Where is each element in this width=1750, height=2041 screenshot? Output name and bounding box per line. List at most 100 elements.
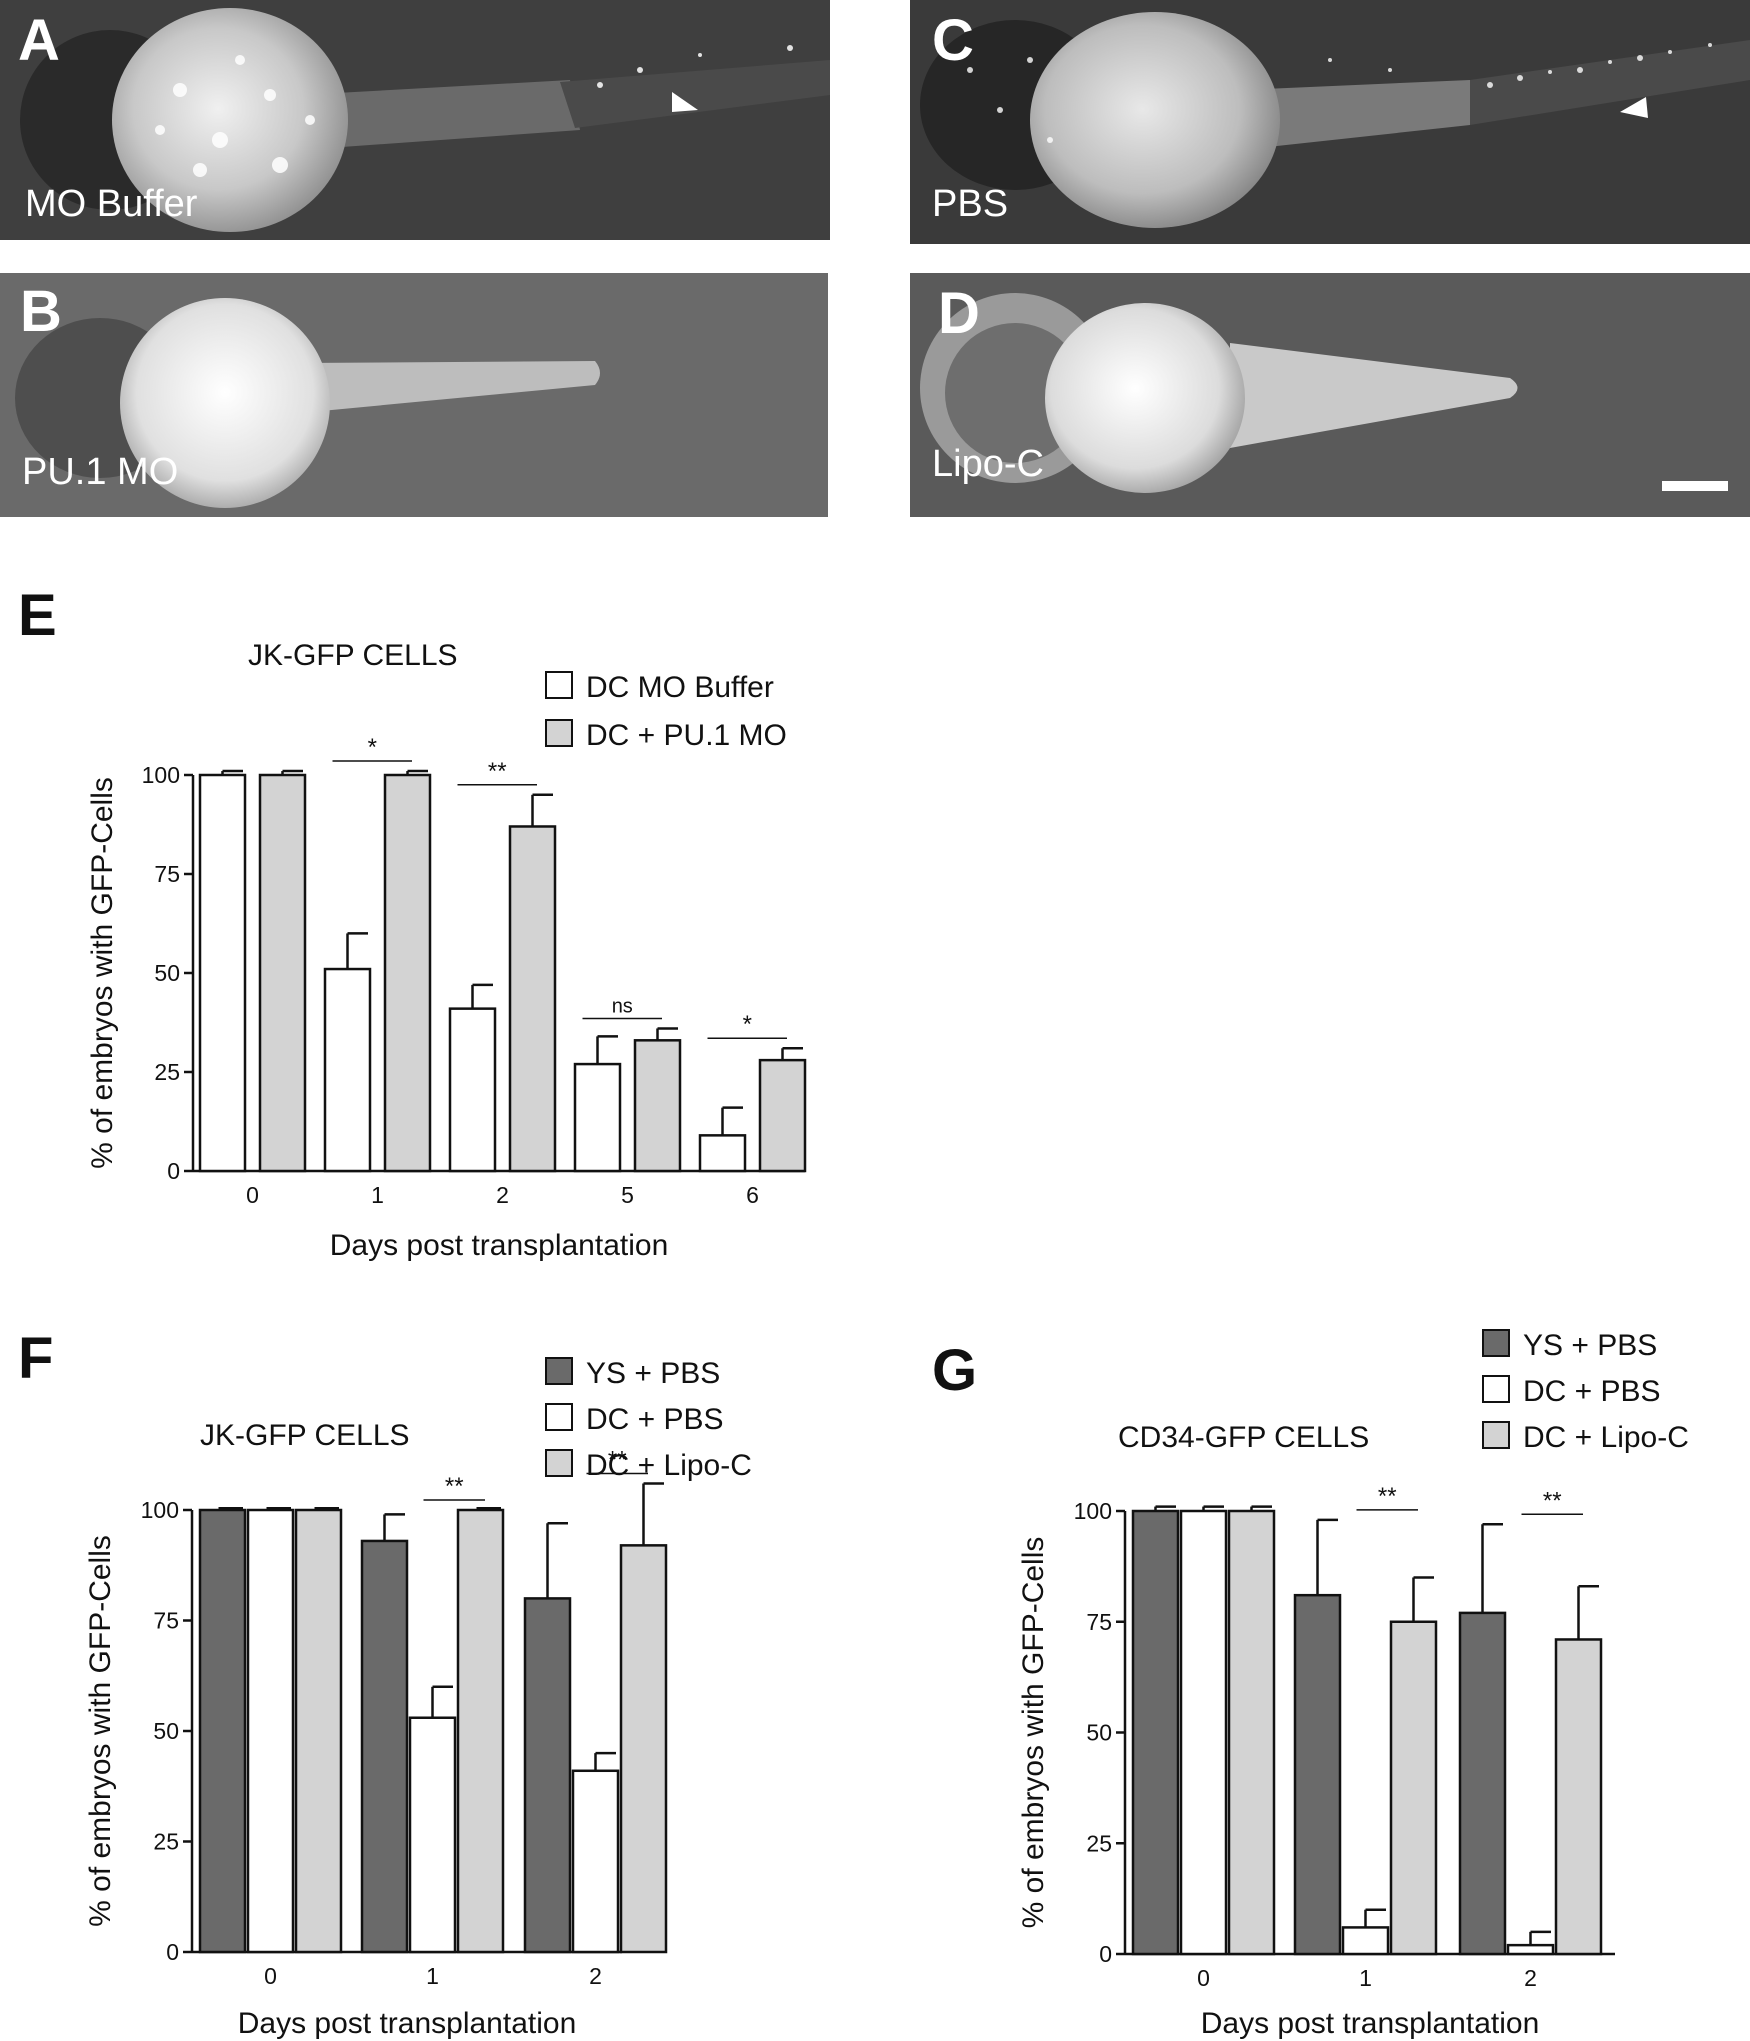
legend-swatch — [545, 1357, 573, 1385]
image-label-pu1-mo: PU.1 MO — [22, 451, 179, 493]
panel-letter-d: D — [938, 281, 980, 346]
bar — [523, 1597, 572, 1954]
x-tick-label: 2 — [589, 1963, 602, 1989]
bar — [198, 1508, 247, 1954]
bar — [633, 1039, 682, 1173]
y-tick-label: 25 — [153, 1829, 179, 1855]
x-tick-label: 0 — [1197, 1965, 1210, 1991]
legend-swatch — [1482, 1329, 1510, 1357]
significance-label: ns — [612, 995, 633, 1017]
y-tick-label: 0 — [166, 1939, 179, 1965]
y-tick-label: 50 — [153, 1718, 179, 1744]
panel-letter-c: C — [932, 8, 974, 73]
legend-label: DC + PBS — [1523, 1375, 1661, 1408]
micrograph-c: C PBS — [910, 0, 1750, 244]
image-label-lipo-c: Lipo-C — [932, 443, 1044, 485]
y-axis-label: % of embryos with GFP-Cells — [84, 1535, 117, 1927]
significance-label: * — [368, 734, 377, 761]
y-tick-label: 0 — [167, 1158, 180, 1184]
bar — [323, 967, 372, 1173]
bar — [758, 1058, 807, 1173]
legend-label: DC + Lipo-C — [1523, 1421, 1689, 1454]
chart-title: CD34-GFP CELLS — [1118, 1421, 1369, 1454]
legend-label: DC + Lipo-C — [586, 1449, 752, 1482]
legend-label: DC + PU.1 MO — [586, 719, 787, 752]
chart-title: JK-GFP CELLS — [248, 639, 458, 672]
y-axis-label: % of embryos with GFP-Cells — [86, 777, 119, 1169]
y-tick-label: 50 — [1086, 1720, 1112, 1746]
bar — [246, 1508, 295, 1954]
x-tick-label: 0 — [246, 1182, 259, 1208]
bar — [383, 773, 432, 1173]
panel-letter-b: B — [20, 279, 62, 344]
bar — [1341, 1926, 1390, 1956]
panel-letter-f: F — [18, 1326, 53, 1391]
panel-letter-a: A — [18, 8, 60, 73]
panel-letter-e: E — [18, 583, 57, 648]
bar — [1131, 1509, 1180, 1956]
y-tick-label: 100 — [142, 762, 180, 788]
y-axis-label: % of embryos with GFP-Cells — [1017, 1537, 1050, 1929]
bar — [698, 1134, 747, 1173]
y-tick-label: 25 — [1086, 1830, 1112, 1856]
micrograph-b: B PU.1 MO — [0, 273, 828, 517]
y-tick-label: 75 — [153, 1608, 179, 1634]
bar — [294, 1508, 343, 1954]
chart-title: JK-GFP CELLS — [200, 1419, 410, 1452]
chart-f: F JK-GFP CELLS 0 25 50 75 100 % of embryos with… — [18, 1326, 752, 2040]
bar — [1389, 1620, 1438, 1956]
embryo-pbs-image — [910, 0, 1750, 244]
panel-letter-g: G — [932, 1338, 977, 1403]
micrograph-d: D Lipo-C — [910, 273, 1750, 517]
significance-label: ** — [608, 1446, 627, 1473]
bar — [508, 825, 557, 1173]
y-tick-label: 100 — [1074, 1498, 1112, 1524]
y-tick-label: 0 — [1099, 1941, 1112, 1967]
x-tick-label: 1 — [371, 1182, 384, 1208]
embryo-lipo-c-image — [910, 273, 1750, 517]
x-tick-label: 0 — [264, 1963, 277, 1989]
legend-swatch — [545, 1403, 573, 1431]
bar — [198, 773, 247, 1173]
significance-label: ** — [1378, 1483, 1397, 1510]
bar — [258, 773, 307, 1173]
x-axis-label: Days post transplantation — [1201, 2007, 1540, 2040]
bar — [1554, 1638, 1603, 1956]
bar — [360, 1539, 409, 1954]
image-label-mo-buffer: MO Buffer — [25, 183, 198, 225]
y-tick-label: 75 — [154, 861, 180, 887]
embryo-pu1-mo-image — [0, 273, 828, 517]
bar — [1293, 1593, 1342, 1956]
bar — [573, 1062, 622, 1173]
y-tick-label: 25 — [154, 1059, 180, 1085]
bar — [1179, 1509, 1228, 1956]
y-tick-label: 75 — [1086, 1609, 1112, 1635]
x-tick-label: 2 — [1524, 1965, 1537, 1991]
x-tick-label: 1 — [426, 1963, 439, 1989]
bar — [448, 1007, 497, 1173]
bar — [456, 1508, 505, 1954]
y-tick-label: 50 — [154, 960, 180, 986]
bar — [1458, 1611, 1507, 1956]
bar — [408, 1716, 457, 1954]
bar — [1227, 1509, 1276, 1956]
legend-swatch — [545, 1449, 573, 1477]
legend-label: YS + PBS — [586, 1357, 720, 1390]
embryo-mo-buffer-image — [0, 0, 830, 240]
bar — [571, 1769, 620, 1954]
legend-swatch — [545, 719, 573, 747]
chart-g: G CD34-GFP CELLS 0 25 50 75 100 % of embryos wi… — [932, 1329, 1689, 2040]
legend-swatch — [545, 671, 573, 699]
legend-label: DC MO Buffer — [586, 671, 774, 704]
y-tick-label: 100 — [141, 1497, 179, 1523]
x-axis-label: Days post transplantation — [330, 1229, 669, 1262]
x-tick-label: 5 — [621, 1182, 634, 1208]
x-axis-label: Days post transplantation — [238, 2007, 577, 2040]
significance-label: ** — [1543, 1487, 1562, 1514]
legend-swatch — [1482, 1375, 1510, 1403]
significance-label: ** — [488, 758, 507, 785]
legend-swatch — [1482, 1421, 1510, 1449]
micrograph-a: A MO Buffer — [0, 0, 830, 240]
